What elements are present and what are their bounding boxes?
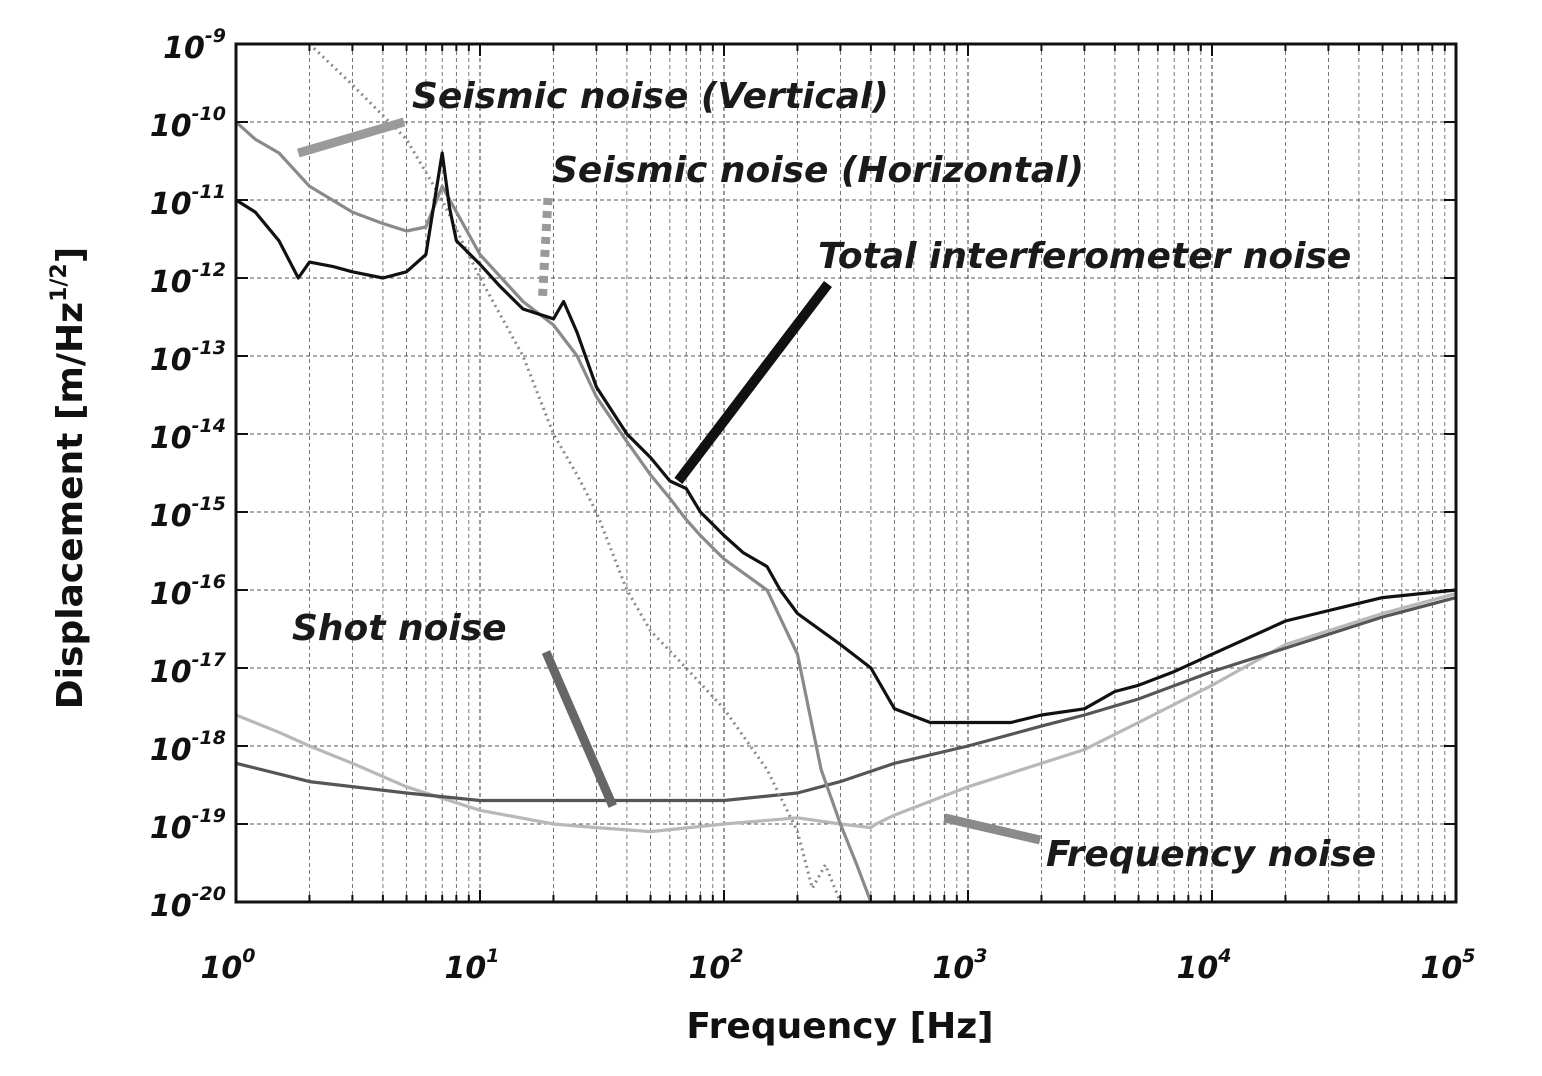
- y-tick-label: 10-12: [150, 259, 226, 300]
- y-axis-title-base: Displacement [m/Hz: [50, 302, 91, 709]
- x-tick-exponent: 3: [974, 945, 987, 967]
- y-tick-exponent: -12: [192, 259, 226, 281]
- x-tick-base: 10: [933, 951, 975, 986]
- y-tick-base: 10: [150, 187, 192, 222]
- x-tick-exponent: 5: [1462, 945, 1475, 967]
- pointer-shot: [541, 650, 617, 808]
- y-tick-base: 10: [150, 109, 192, 144]
- annotation-total-noise: Total interferometer noise: [818, 236, 1351, 277]
- x-tick-labels: 100 101 102 103 104 105: [201, 945, 1476, 986]
- y-tick-base: 10: [150, 889, 192, 924]
- y-tick-base: 10: [150, 577, 192, 612]
- y-tick-labels: 10-910-1010-1110-1210-1310-1410-1510-161…: [150, 25, 227, 924]
- x-axis-title: Frequency [Hz]: [686, 1006, 993, 1047]
- y-tick-exponent: -11: [192, 181, 226, 203]
- y-tick-exponent: -19: [192, 805, 226, 827]
- x-tick-exponent: 2: [730, 945, 743, 967]
- x-tick-base: 10: [201, 951, 243, 986]
- y-tick-base: 10: [150, 421, 192, 456]
- x-tick-label: 102: [689, 945, 744, 986]
- pointer-total: [674, 280, 832, 484]
- series-line-shot: [236, 596, 1456, 803]
- x-tick-label: 101: [445, 945, 500, 986]
- y-tick-label: 10-14: [150, 415, 226, 456]
- y-tick-base: 10: [150, 499, 192, 534]
- y-tick-exponent: -13: [192, 337, 226, 359]
- annotation-frequency-noise: Frequency noise: [1046, 834, 1376, 875]
- y-tick-label: 10-11: [150, 181, 226, 222]
- x-tick-base: 10: [1177, 951, 1219, 986]
- x-tick-exponent: 1: [486, 945, 499, 967]
- x-tick-label: 103: [933, 945, 988, 986]
- y-tick-exponent: -16: [192, 571, 226, 593]
- y-tick-exponent: -20: [192, 883, 226, 905]
- pointer-seismic-vertical: [297, 117, 406, 158]
- y-tick-label: 10-9: [163, 25, 226, 66]
- y-tick-label: 10-19: [150, 805, 226, 846]
- annotation-seismic-vertical: Seismic noise (Vertical): [412, 76, 889, 117]
- x-tick-label: 100: [201, 945, 256, 986]
- y-axis-title-suffix: ]: [50, 247, 91, 263]
- y-tick-exponent: -10: [192, 103, 226, 125]
- y-tick-label: 10-17: [150, 649, 227, 690]
- x-tick-base: 10: [689, 951, 731, 986]
- x-tick-exponent: 4: [1217, 945, 1231, 967]
- y-tick-exponent: -17: [192, 649, 227, 671]
- series-line-total: [236, 151, 1456, 725]
- y-tick-base: 10: [150, 733, 192, 768]
- y-tick-base: 10: [150, 265, 192, 300]
- series-line-seismic-vertical: [236, 120, 873, 902]
- y-tick-label: 10-13: [150, 337, 226, 378]
- y-tick-exponent: -9: [205, 25, 226, 47]
- series-layer: [236, 44, 1456, 902]
- x-tick-label: 105: [1421, 945, 1476, 986]
- y-tick-base: 10: [150, 655, 192, 690]
- pointer-seismic-horizontal: [537, 197, 553, 302]
- x-tick-base: 10: [1421, 951, 1463, 986]
- annotation-seismic-horizontal: Seismic noise (Horizontal): [552, 150, 1084, 191]
- x-tick-exponent: 0: [242, 945, 255, 967]
- y-tick-exponent: -18: [192, 727, 226, 749]
- annotation-shot-noise: Shot noise: [292, 608, 507, 649]
- x-tick-base: 10: [445, 951, 487, 986]
- y-tick-label: 10-15: [150, 493, 226, 534]
- y-tick-label: 10-10: [150, 103, 226, 144]
- y-tick-base: 10: [150, 343, 192, 378]
- y-tick-exponent: -15: [192, 493, 226, 515]
- y-tick-label: 10-16: [150, 571, 226, 612]
- y-tick-label: 10-18: [150, 727, 226, 768]
- plot-frame: [234, 42, 1458, 904]
- y-tick-label: 10-20: [150, 883, 226, 924]
- y-tick-exponent: -14: [192, 415, 226, 437]
- y-tick-base: 10: [163, 31, 205, 66]
- y-axis-title: Displacement [m/Hz1/2]: [47, 247, 91, 709]
- pointer-frequency: [943, 813, 1042, 845]
- y-tick-base: 10: [150, 811, 192, 846]
- x-tick-label: 104: [1177, 945, 1232, 986]
- y-axis-title-exponent: 1/2: [47, 263, 72, 302]
